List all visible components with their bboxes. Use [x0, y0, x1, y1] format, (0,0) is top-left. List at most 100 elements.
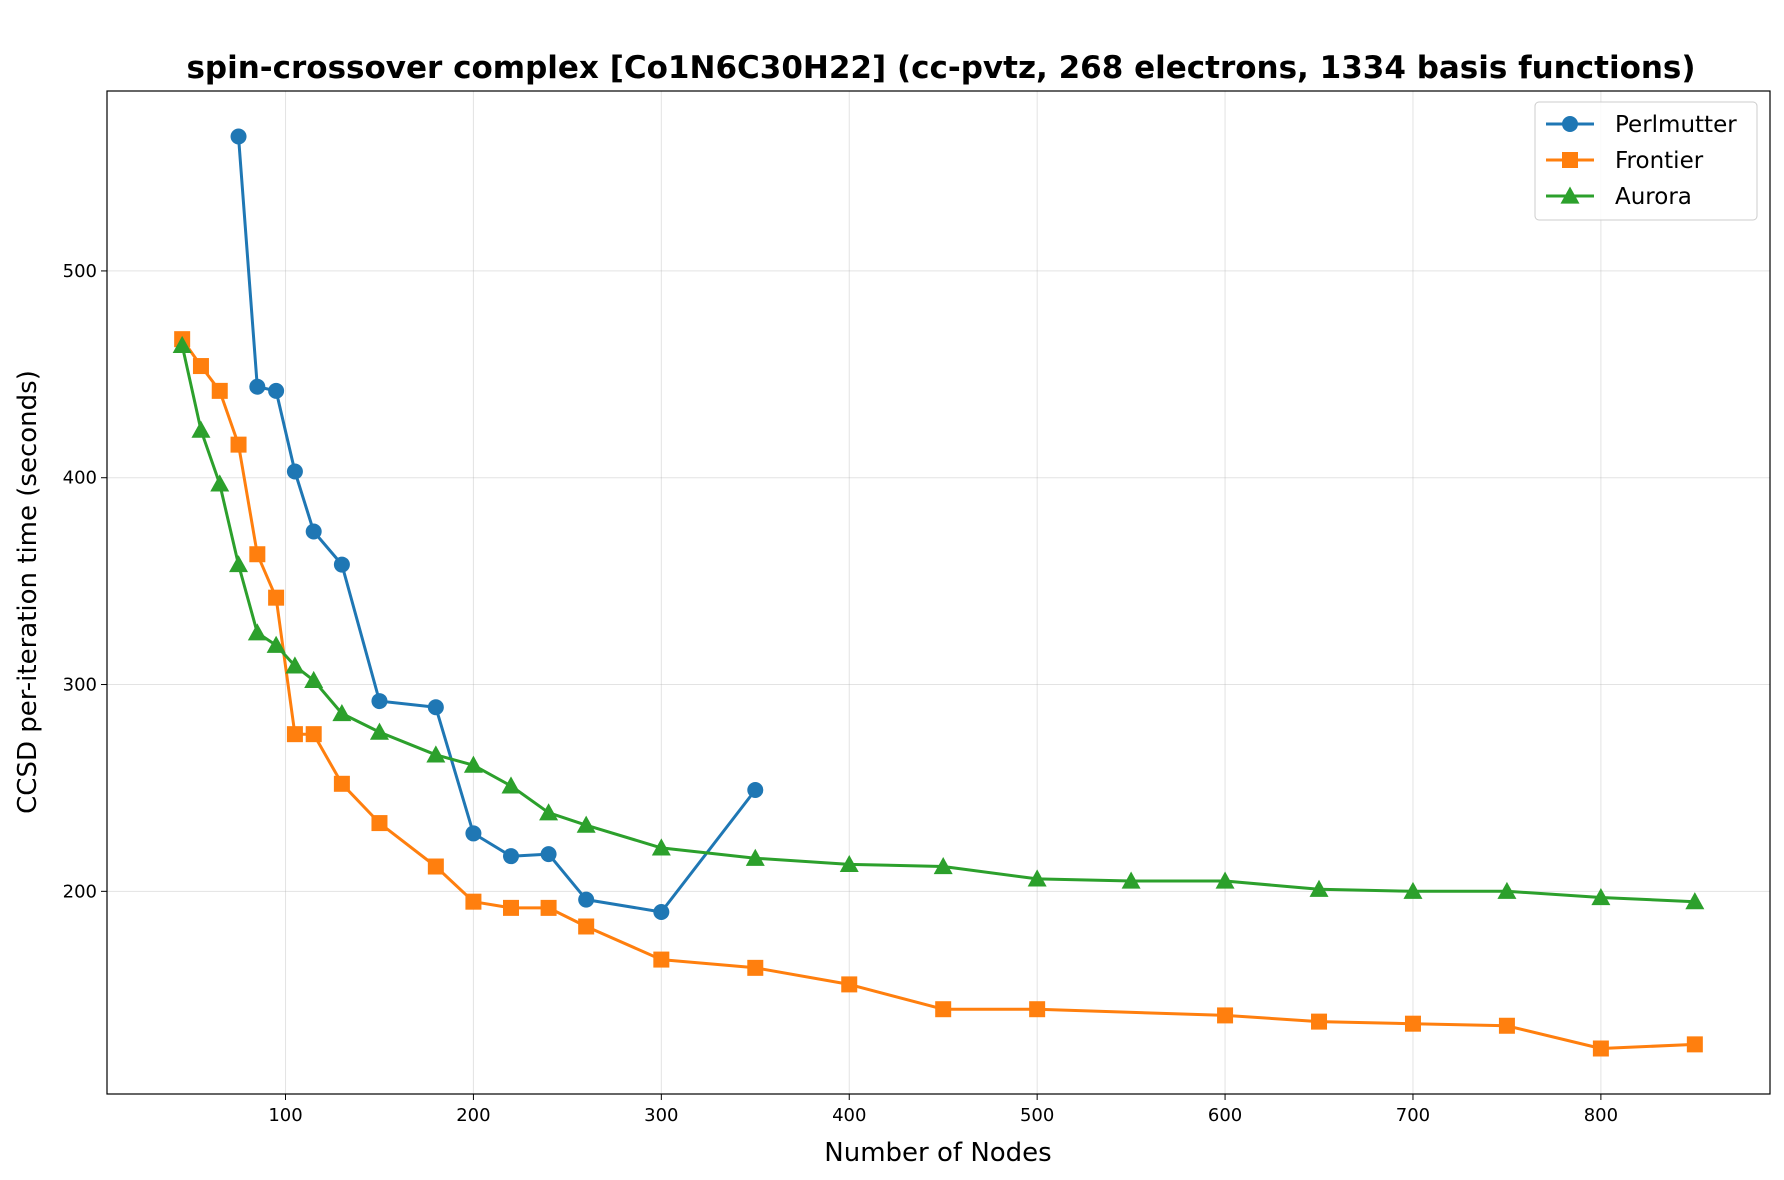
data-point-perlmutter [371, 693, 388, 710]
data-point-frontier [1029, 1001, 1046, 1018]
data-point-aurora [1309, 879, 1329, 897]
data-point-perlmutter [578, 891, 595, 908]
data-point-perlmutter [249, 378, 266, 395]
data-point-aurora [172, 335, 192, 353]
data-point-frontier [286, 726, 303, 743]
data-point-frontier [1592, 1040, 1609, 1057]
data-point-frontier [230, 436, 247, 453]
x-tick-label: 700 [1396, 1105, 1430, 1126]
data-point-aurora [463, 755, 483, 773]
data-point-frontier [841, 976, 858, 993]
data-point-frontier [192, 358, 209, 375]
data-point-aurora [1591, 888, 1611, 906]
data-point-aurora [839, 854, 859, 873]
data-point-frontier [427, 858, 444, 875]
data-point-aurora [304, 670, 324, 688]
data-point-frontier [249, 546, 266, 563]
data-point-aurora [285, 656, 305, 674]
series-line-frontier [180, 338, 1695, 1050]
legend-marker-perlmutter [1562, 116, 1578, 132]
legend: Perlmutter Frontier Aurora [1534, 101, 1758, 221]
legend-label-aurora: Aurora [1615, 184, 1692, 210]
data-point-frontier [747, 959, 764, 976]
data-point-frontier [1217, 1007, 1234, 1024]
series-aurora [172, 335, 1705, 910]
x-tick-label: 400 [832, 1105, 866, 1126]
y-tick-label: 400 [63, 468, 97, 489]
data-point-perlmutter [268, 382, 285, 399]
data-point-perlmutter [286, 463, 303, 480]
x-tick-label: 300 [644, 1105, 678, 1126]
data-point-frontier [211, 382, 228, 399]
data-point-frontier [1686, 1036, 1703, 1053]
data-point-perlmutter [333, 556, 350, 573]
series-line-perlmutter [237, 136, 757, 914]
data-point-aurora [1497, 881, 1517, 899]
data-point-perlmutter [747, 781, 764, 798]
data-point-frontier [503, 899, 520, 916]
data-point-frontier [465, 893, 482, 910]
x-tick-label: 500 [1020, 1105, 1054, 1126]
data-point-aurora [539, 803, 559, 821]
x-axis-label: Number of Nodes [824, 1138, 1051, 1168]
axis-ticks: 100 200 300 400 500 600 700 800 200 300 400 500 [63, 261, 1618, 1126]
series-perlmutter [230, 128, 764, 921]
grid [107, 91, 1770, 1094]
data-point-frontier [1498, 1017, 1515, 1034]
data-point-perlmutter [230, 128, 247, 145]
plot-frame [106, 90, 1771, 1095]
data-point-aurora [576, 815, 596, 833]
data-point-frontier [1404, 1015, 1421, 1032]
y-tick-label: 300 [63, 675, 97, 696]
series-line-aurora [180, 345, 1695, 904]
data-point-aurora [426, 745, 446, 763]
legend-box [1534, 101, 1758, 221]
data-point-aurora [1027, 869, 1047, 887]
data-point-perlmutter [540, 846, 557, 863]
data-point-aurora [1121, 871, 1141, 889]
series-layer [172, 128, 1705, 1057]
data-point-perlmutter [503, 848, 520, 865]
data-point-perlmutter [465, 825, 482, 842]
data-point-aurora [933, 857, 953, 875]
data-point-frontier [305, 726, 322, 743]
data-point-aurora [210, 474, 230, 492]
data-point-frontier [333, 775, 350, 792]
data-point-perlmutter [305, 523, 322, 540]
data-point-aurora [247, 623, 267, 641]
data-point-frontier [935, 1001, 952, 1018]
data-point-frontier [540, 899, 557, 916]
data-point-aurora [1403, 881, 1423, 899]
legend-marker-aurora [1560, 186, 1580, 204]
x-tick-label: 100 [268, 1105, 302, 1126]
y-tick-label: 200 [63, 881, 97, 902]
data-point-aurora [651, 838, 671, 856]
y-axis-label: CCSD per-iteration time (seconds) [13, 370, 43, 814]
legend-label-frontier: Frontier [1615, 148, 1704, 174]
data-point-frontier [1311, 1013, 1328, 1030]
x-tick-label: 200 [456, 1105, 490, 1126]
data-point-aurora [745, 848, 765, 866]
data-point-frontier [371, 815, 388, 832]
chart-title: spin-crossover complex [Co1N6C30H22] (cc… [186, 50, 1695, 86]
y-tick-label: 500 [63, 261, 97, 282]
data-point-aurora [1685, 892, 1705, 910]
x-tick-label: 800 [1584, 1105, 1618, 1126]
data-point-aurora [229, 555, 249, 573]
data-point-aurora [266, 635, 286, 653]
data-point-perlmutter [427, 699, 444, 716]
legend-label-perlmutter: Perlmutter [1615, 112, 1737, 138]
data-point-aurora [501, 776, 521, 794]
data-point-perlmutter [653, 904, 670, 921]
data-point-aurora [369, 722, 389, 740]
series-frontier [174, 331, 1703, 1057]
data-point-frontier [268, 589, 285, 606]
data-point-aurora [1215, 871, 1235, 889]
data-point-frontier [653, 951, 670, 968]
x-tick-label: 600 [1208, 1105, 1242, 1126]
data-point-frontier [578, 918, 595, 935]
data-point-aurora [191, 420, 211, 438]
data-point-aurora [332, 703, 352, 722]
legend-marker-frontier [1562, 152, 1578, 168]
